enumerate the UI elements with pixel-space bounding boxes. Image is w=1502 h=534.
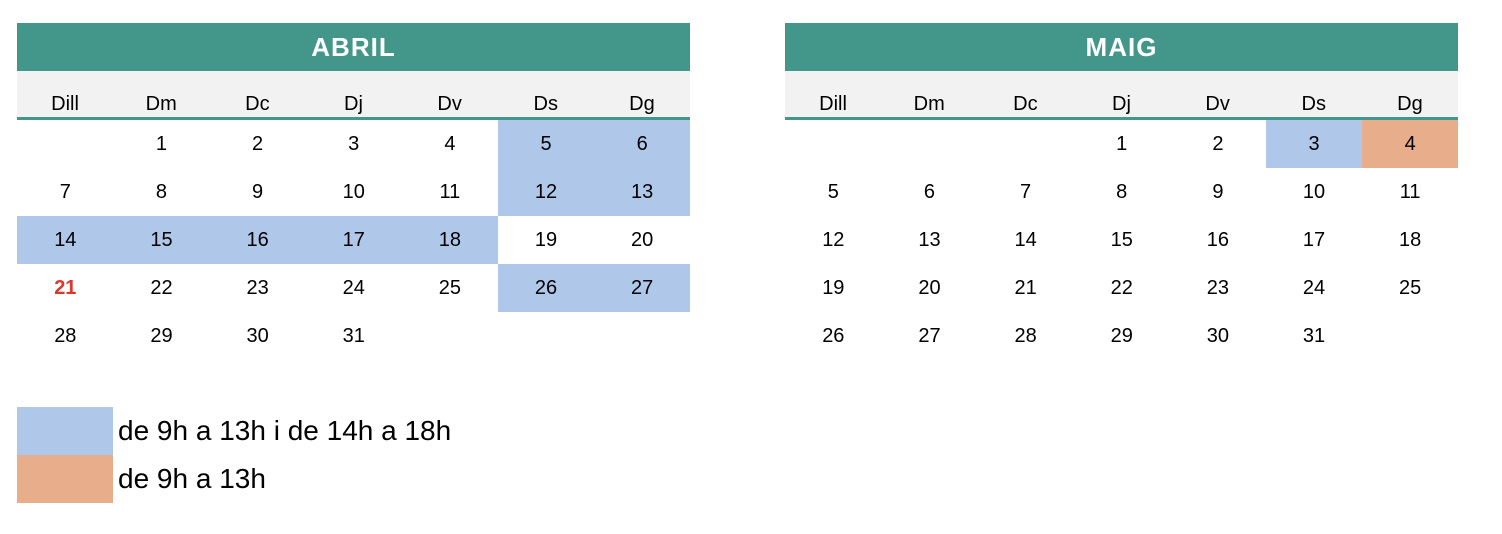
- day-cell: 6: [593, 120, 691, 168]
- day-cell: 21: [54, 276, 77, 299]
- day-cell: 31: [342, 324, 365, 347]
- day-cell: 16: [1206, 228, 1229, 251]
- weekday-row: [785, 71, 1458, 120]
- weekday-row: [17, 71, 690, 120]
- day-cell: 22: [150, 276, 173, 299]
- day-cell: 23: [246, 276, 269, 299]
- day-cell: 12: [822, 228, 845, 251]
- day-cell: 10: [342, 180, 365, 203]
- day-cell: 15: [113, 216, 210, 264]
- day-cell: 4: [1361, 120, 1459, 168]
- day-cell: 28: [1014, 324, 1037, 347]
- weekday: Dv: [1205, 92, 1230, 115]
- day-cell: 21: [1014, 276, 1037, 299]
- day-cell: 18: [401, 216, 499, 264]
- day-cell: 13: [593, 168, 691, 216]
- legend-swatch: [17, 455, 113, 503]
- weekday: Dc: [1013, 92, 1038, 115]
- day-cell: 19: [534, 228, 558, 251]
- day-cell: 2: [252, 132, 264, 155]
- day-cell: 27: [593, 264, 691, 312]
- day-cell: 20: [631, 228, 654, 251]
- weekday: Dm: [145, 92, 177, 115]
- month-title: MAIG: [785, 23, 1458, 71]
- day-cell: 2: [1212, 132, 1224, 155]
- weekday: Ds: [533, 92, 558, 115]
- day-cell: 14: [1014, 228, 1037, 251]
- day-cell: 29: [150, 324, 173, 347]
- day-cell: 27: [918, 324, 941, 347]
- weekday: Dc: [245, 92, 270, 115]
- day-cell: 11: [1399, 180, 1421, 203]
- day-cell: 28: [54, 324, 77, 347]
- day-cell: 24: [1302, 276, 1326, 299]
- weekday: Dj: [1112, 92, 1131, 115]
- day-cell: 25: [438, 276, 461, 299]
- day-cell: 5: [497, 120, 595, 168]
- weekday: Dg: [1397, 92, 1423, 115]
- day-cell: 15: [1110, 228, 1133, 251]
- day-cell: 20: [918, 276, 941, 299]
- day-cell: 7: [1020, 180, 1032, 203]
- day-cell: 3: [348, 132, 360, 155]
- day-cell: 22: [1110, 276, 1133, 299]
- day-cell: 11: [439, 180, 461, 203]
- weekday: Dg: [629, 92, 655, 115]
- legend-label: de 9h a 13h: [118, 463, 266, 494]
- day-cell: 25: [1399, 276, 1422, 299]
- day-cell: 8: [155, 180, 168, 203]
- legend-label: de 9h a 13h i de 14h a 18h: [118, 415, 452, 446]
- day-cell: 4: [444, 132, 456, 155]
- weekday: Dv: [437, 92, 462, 115]
- month-title: ABRIL: [17, 23, 690, 71]
- day-cell: 1: [155, 132, 168, 155]
- day-cell: 18: [1399, 228, 1422, 251]
- day-cell: 9: [252, 180, 264, 203]
- day-cell: 8: [1116, 180, 1128, 203]
- weekday: Dill: [51, 92, 79, 115]
- day-cell: 16: [209, 216, 306, 264]
- weekday: Ds: [1301, 92, 1326, 115]
- day-cell: 26: [822, 324, 845, 347]
- day-cell: 9: [1212, 180, 1224, 203]
- day-cell: 19: [822, 276, 845, 299]
- day-cell: 14: [17, 216, 114, 264]
- day-cell: 5: [827, 180, 839, 203]
- day-cell: 17: [1302, 228, 1326, 251]
- day-cell: 10: [1302, 180, 1326, 203]
- day-cell: 24: [342, 276, 365, 299]
- weekday: Dill: [819, 92, 847, 115]
- day-cell: 30: [1206, 324, 1229, 347]
- day-cell: 31: [1302, 324, 1326, 347]
- day-cell: 29: [1110, 324, 1133, 347]
- day-cell: 23: [1206, 276, 1229, 299]
- legend-swatch: [17, 407, 113, 455]
- day-cell: 13: [918, 228, 941, 251]
- day-cell: 30: [246, 324, 269, 347]
- weekday: Dm: [913, 92, 945, 115]
- day-cell: 26: [497, 264, 595, 312]
- day-cell: 17: [305, 216, 403, 264]
- day-cell: 1: [1116, 132, 1128, 155]
- weekday: Dj: [344, 92, 363, 115]
- day-cell: 3: [1265, 120, 1363, 168]
- day-cell: 12: [497, 168, 595, 216]
- day-cell: 7: [59, 180, 71, 203]
- day-cell: 6: [923, 180, 936, 203]
